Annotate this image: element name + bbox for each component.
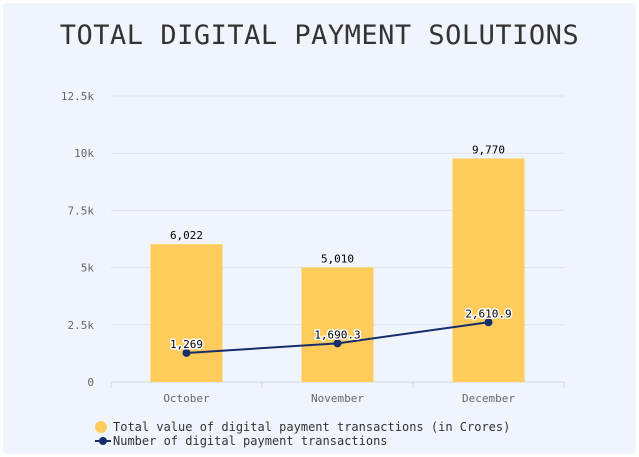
x-tick-label: December bbox=[462, 392, 515, 405]
legend-line-label: Number of digital payment transactions bbox=[113, 434, 388, 448]
line-data-label: 1,690.3 bbox=[314, 328, 360, 341]
legend-bar-swatch-icon bbox=[95, 421, 107, 433]
y-tick-label: 12.5k bbox=[61, 90, 94, 103]
legend-item-line[interactable]: Number of digital payment transactions bbox=[95, 434, 510, 448]
bar-data-label: 5,010 bbox=[321, 252, 354, 265]
bar-data-label: 6,022 bbox=[170, 229, 203, 242]
bar-october bbox=[150, 244, 223, 382]
bar-data-label: 9,770 bbox=[472, 143, 505, 156]
bar-november bbox=[301, 267, 374, 382]
x-tick-label: October bbox=[163, 392, 210, 405]
line-point bbox=[333, 339, 342, 348]
y-tick-label: 5k bbox=[81, 262, 95, 275]
line-data-label: 1,269 bbox=[170, 338, 203, 351]
line-data-label: 2,610.9 bbox=[465, 307, 511, 320]
line-point bbox=[182, 348, 191, 357]
y-tick-label: 7.5k bbox=[68, 204, 95, 217]
y-tick-label: 2.5k bbox=[68, 319, 95, 332]
y-tick-label: 0 bbox=[87, 376, 94, 389]
legend: Total value of digital payment transacti… bbox=[95, 420, 510, 448]
chart-title: TOTAL DIGITAL PAYMENT SOLUTIONS bbox=[59, 20, 580, 51]
line-point bbox=[484, 318, 493, 327]
legend-item-bars[interactable]: Total value of digital payment transacti… bbox=[95, 420, 510, 434]
legend-bar-label: Total value of digital payment transacti… bbox=[113, 420, 511, 434]
y-tick-label: 10k bbox=[74, 147, 94, 160]
legend-line-swatch-icon bbox=[95, 435, 111, 447]
bar-december bbox=[452, 158, 525, 382]
x-tick-label: November bbox=[311, 392, 364, 405]
